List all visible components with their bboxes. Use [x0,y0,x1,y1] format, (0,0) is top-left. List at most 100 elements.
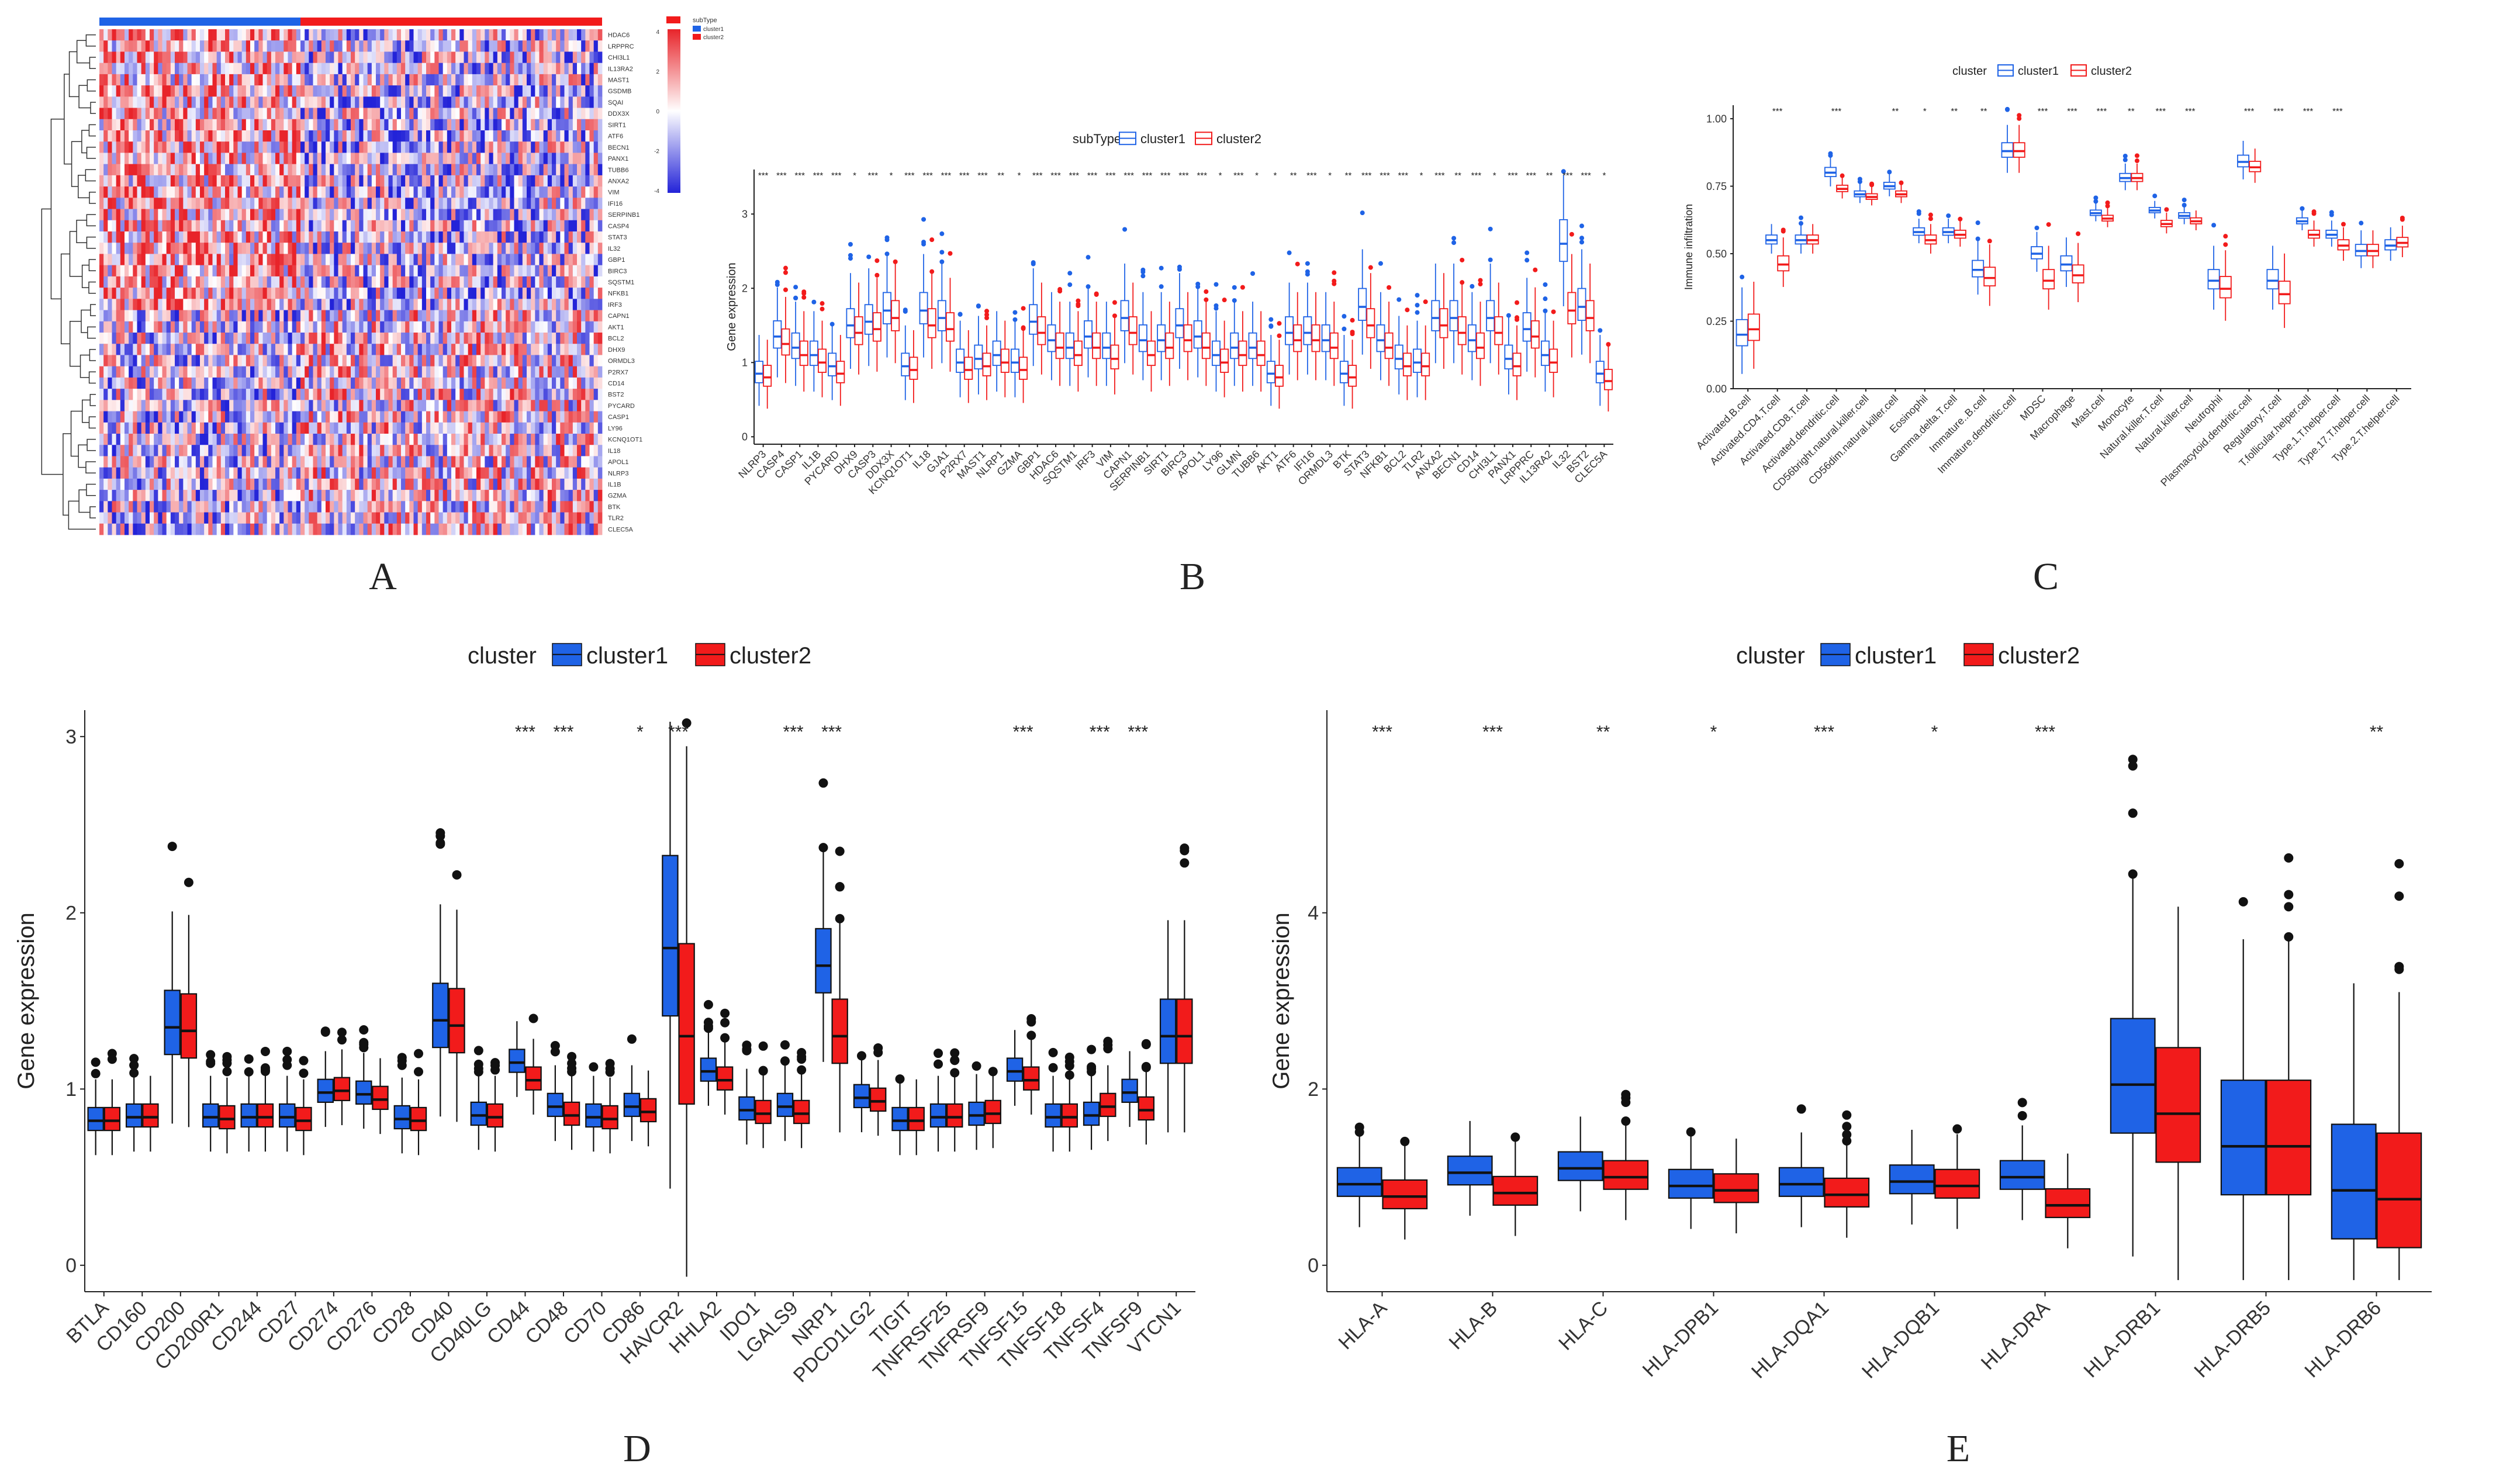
heatmap-cell [237,299,243,310]
heatmap-cell [543,276,548,288]
heatmap-cell [334,299,338,310]
heatmap-cell [506,411,510,423]
heatmap-cell [376,456,381,468]
heatmap-cell [518,119,523,131]
heatmap-cell [568,220,573,232]
heatmap-cell [547,108,552,120]
heatmap-cell [300,63,305,75]
heatmap-cell [502,231,506,243]
heatmap-cell [543,411,548,423]
heatmap-cell [116,63,121,75]
heatmap-cell [539,198,544,209]
heatmap-cell [514,130,519,142]
heatmap-cell [401,456,406,468]
heatmap-cell [258,389,263,400]
heatmap-cell [233,85,238,97]
heatmap-cell [363,490,368,501]
heatmap-cell [212,333,217,344]
heatmap-cell [321,96,326,108]
heatmap-cell [597,209,603,221]
heatmap-cell [485,445,489,456]
heatmap-cell [426,478,431,490]
heatmap-cell [476,445,481,456]
heatmap-cell [200,299,205,310]
heatmap-cell [597,119,603,131]
heatmap-cell [384,108,389,120]
heatmap-cell [179,29,184,41]
heatmap-cell [363,231,368,243]
heatmap-cell [288,164,293,176]
heatmap-cell [359,490,364,501]
heatmap-cell [376,74,381,86]
heatmap-cell [552,40,556,52]
heatmap-cell [514,186,519,198]
heatmap-cell [518,51,523,64]
heatmap-cell [363,254,368,266]
heatmap-cell [133,355,137,367]
heatmap-cell [384,198,389,209]
heatmap-cell [279,445,284,456]
heatmap-cell [112,29,117,41]
heatmap-cell [597,310,603,322]
heatmap-cell [351,467,355,479]
heatmap-cell [426,51,431,64]
heatmap-cell [334,198,338,209]
heatmap-cell [355,63,359,75]
heatmap-cell [506,422,510,434]
heatmap-cell [262,478,268,490]
heatmap-cell [434,119,439,131]
heatmap-cell [430,310,435,322]
heatmap-cell [296,400,301,411]
heatmap-cell [593,411,599,423]
heatmap-cell [166,51,171,64]
heatmap-cell [191,153,196,165]
heatmap-cell [568,478,573,490]
heatmap-cell [296,209,301,221]
heatmap-cell [170,63,175,75]
heatmap-cell [183,186,188,198]
heatmap-cell [510,175,514,187]
heatmap-cell [305,400,309,411]
heatmap-cell [208,74,213,86]
heatmap-cell [342,108,347,120]
heatmap-cell [577,130,582,142]
heatmap-cell [464,74,469,86]
heatmap-cell [485,276,489,288]
heatmap-cell [476,231,481,243]
heatmap-cell [442,198,448,209]
heatmap-cell [388,456,393,468]
heatmap-cell [108,422,112,434]
heatmap-cell [120,63,125,75]
heatmap-cell [388,108,393,120]
heatmap-cell [455,344,460,355]
heatmap-cell [204,321,209,333]
heatmap-cell [388,243,393,254]
heatmap-cell [125,63,129,75]
heatmap-cell [388,467,393,479]
heatmap-cell [162,265,167,277]
heatmap-cell [497,389,502,400]
heatmap-cell [497,299,502,310]
heatmap-cell [133,254,137,266]
heatmap-cell [547,243,552,254]
heatmap-cell [376,209,381,221]
heatmap-cell [183,288,188,299]
heatmap-cell [125,220,129,232]
heatmap-cell [183,51,188,64]
heatmap-cell [99,490,104,501]
heatmap-cell [430,445,435,456]
heatmap-cell [577,299,582,310]
heatmap-cell [476,96,481,108]
heatmap-cell [593,130,599,142]
heatmap-cell [451,299,456,310]
heatmap-cell [195,220,200,232]
heatmap-cell [267,411,272,423]
heatmap-cell [141,434,146,445]
heatmap-cell [405,422,410,434]
heatmap-cell [191,141,196,153]
heatmap-cell [376,231,381,243]
heatmap-cell [292,389,297,400]
heatmap-cell [137,29,142,41]
heatmap-cell [506,288,510,299]
heatmap-cell [371,220,376,232]
